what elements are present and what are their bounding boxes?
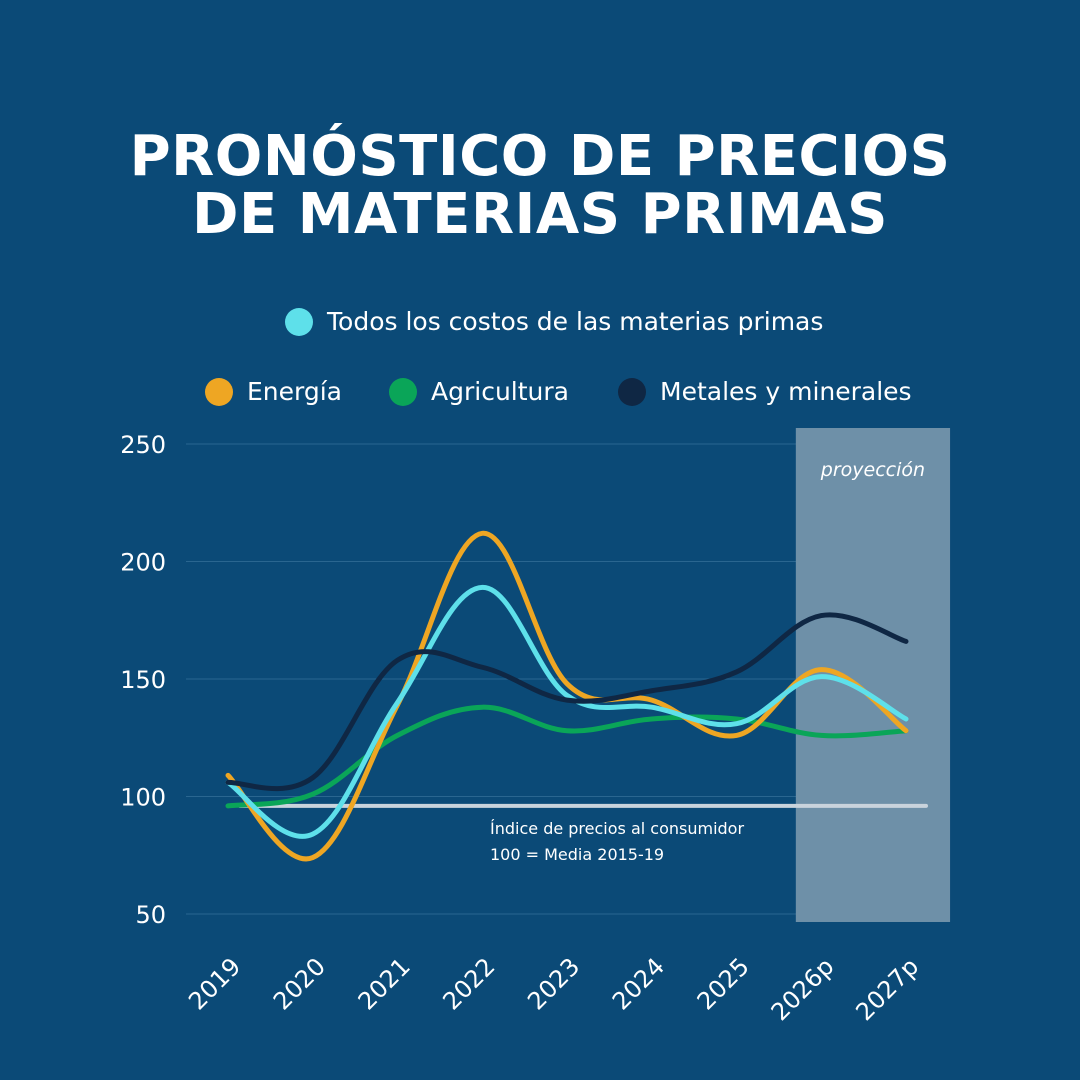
y-tick-label-100: 100 bbox=[120, 784, 166, 812]
series-line-agricultura bbox=[225, 704, 909, 809]
x-tick-label-2024: 2024 bbox=[607, 952, 670, 1015]
projection-label: proyección bbox=[820, 459, 925, 481]
x-tick-label-2022: 2022 bbox=[438, 952, 501, 1015]
y-tick-label-200: 200 bbox=[120, 549, 166, 577]
legend-label-agricultura: Agricultura bbox=[431, 377, 569, 406]
x-tick-label-2023: 2023 bbox=[522, 952, 585, 1015]
x-axis: 2019 2020 2021 2022 2023 2024 2025 2026p 2027p bbox=[183, 952, 924, 1026]
y-axis: 250 200 150 100 50 bbox=[120, 431, 166, 929]
y-tick-label-150: 150 bbox=[120, 666, 166, 694]
x-tick-label-2020: 2020 bbox=[268, 952, 331, 1015]
legend-item-todos: Todos los costos de las materias primas bbox=[285, 307, 823, 336]
legend-dot-todos bbox=[285, 307, 313, 336]
chart-title: PRONÓSTICO DE PRECIOS DE MATERIAS PRIMAS bbox=[0, 128, 1080, 244]
reference-note-line-1: Índice de precios al consumidor bbox=[490, 819, 744, 838]
reference-note-line-2: 100 = Media 2015-19 bbox=[490, 845, 664, 864]
title-line-2: DE MATERIAS PRIMAS bbox=[192, 182, 888, 247]
legend-item-agricultura: Agricultura bbox=[389, 377, 569, 406]
legend-label-todos: Todos los costos de las materias primas bbox=[327, 307, 824, 336]
series-line-todos bbox=[225, 584, 909, 839]
x-tick-label-2025: 2025 bbox=[692, 952, 755, 1015]
x-tick-label-2027p: 2027p bbox=[850, 952, 924, 1026]
x-tick-label-2019: 2019 bbox=[183, 952, 246, 1015]
y-tick-label-250: 250 bbox=[120, 431, 166, 459]
y-tick-label-50: 50 bbox=[135, 901, 166, 929]
series-line-metales bbox=[225, 612, 909, 792]
legend-item-energia: Energía bbox=[205, 377, 342, 406]
series-lines bbox=[225, 530, 909, 862]
x-tick-label-2026p: 2026p bbox=[766, 952, 840, 1026]
legend-label-energia: Energía bbox=[247, 377, 342, 406]
title-line-1: PRONÓSTICO DE PRECIOS bbox=[129, 124, 951, 189]
legend-dot-energia bbox=[205, 377, 233, 406]
legend-label-metales: Metales y minerales bbox=[660, 377, 912, 406]
legend-dot-metales bbox=[618, 377, 646, 406]
legend-item-metales: Metales y minerales bbox=[618, 377, 912, 406]
x-tick-label-2021: 2021 bbox=[353, 952, 416, 1015]
legend-dot-agricultura bbox=[389, 377, 417, 406]
